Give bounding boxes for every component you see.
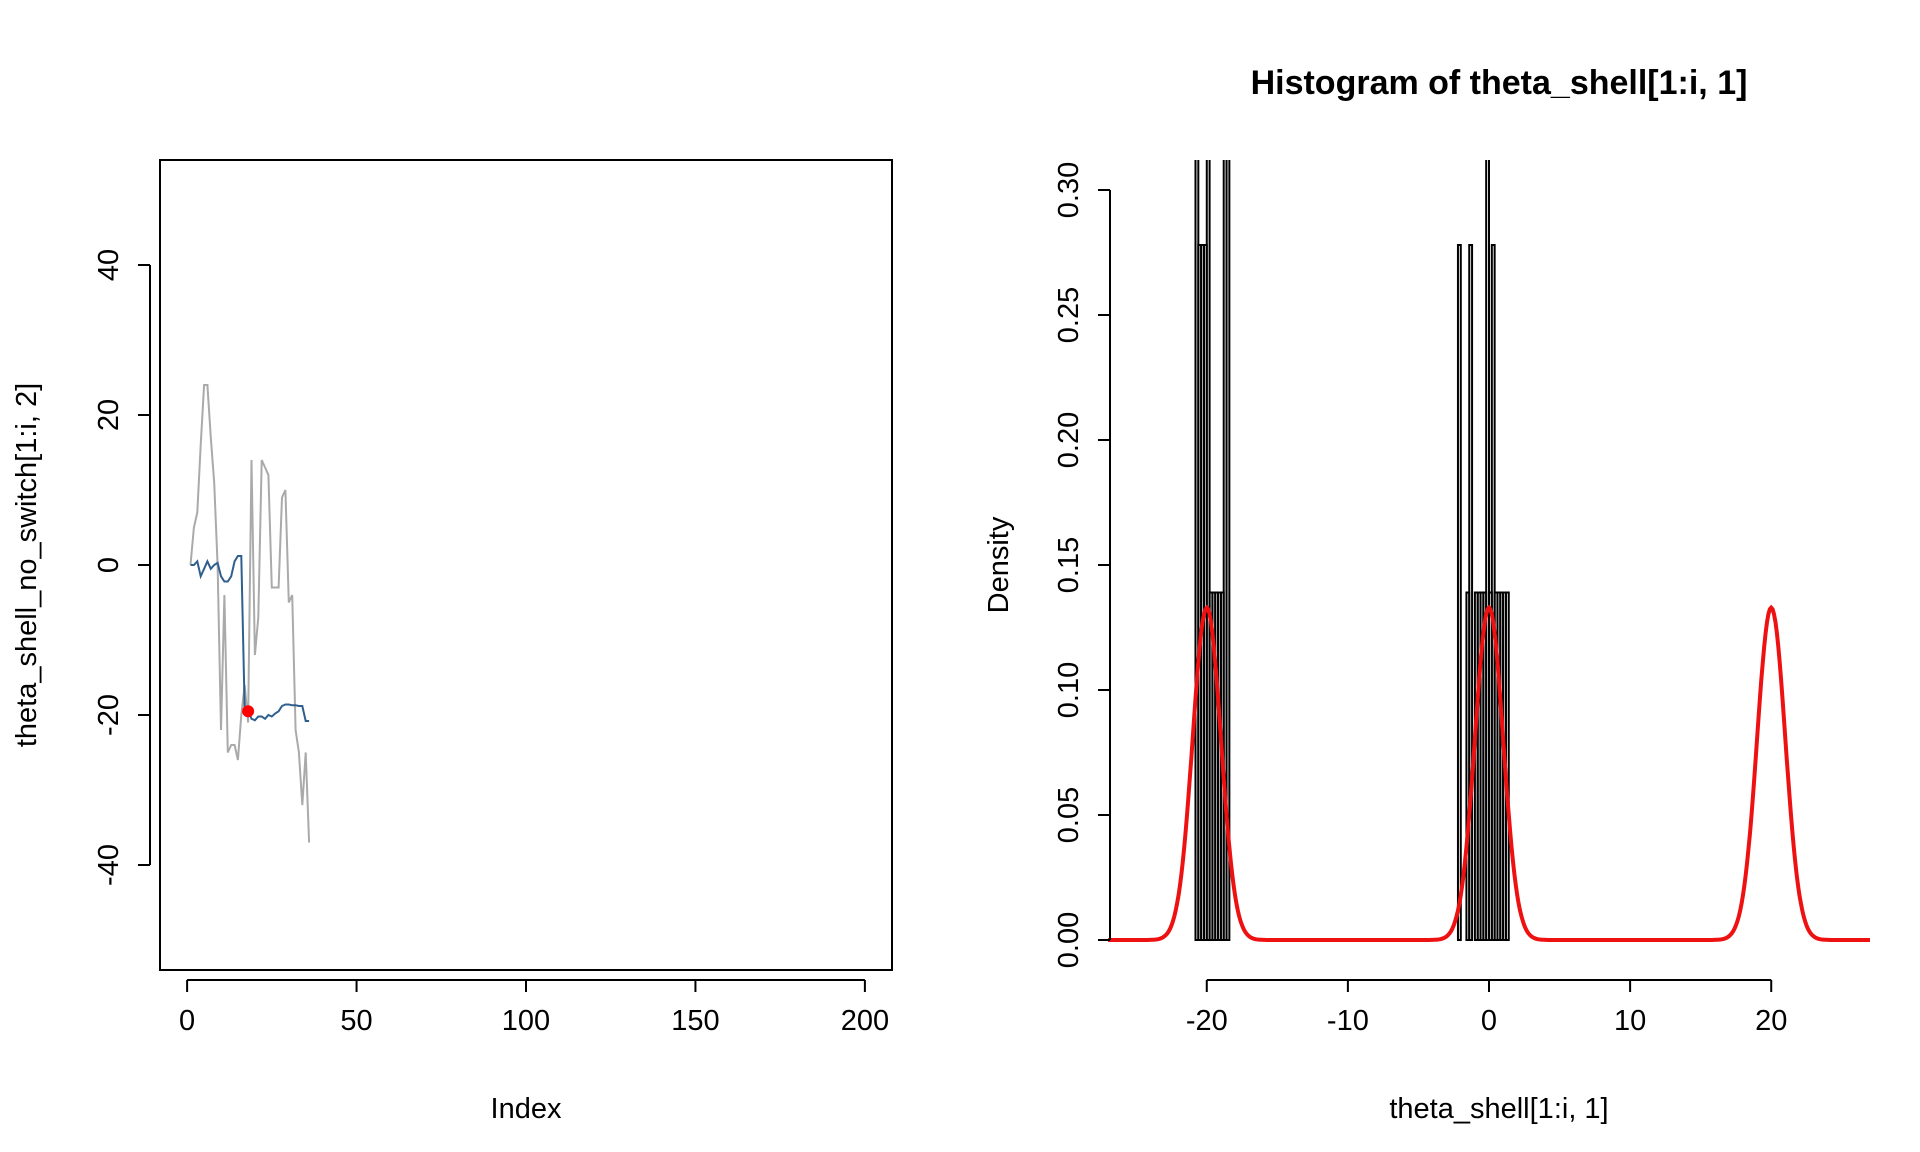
histogram-y-tick-label: 0.05 xyxy=(1053,787,1085,843)
histogram-title: Histogram of theta_shell[1:i, 1] xyxy=(1251,64,1748,102)
trace-y-tick-label: -40 xyxy=(93,844,125,886)
trace-x-tick-label: 50 xyxy=(340,1005,372,1037)
trace-x-axis-label: Index xyxy=(491,1093,562,1125)
trace-x-axis: 0 50 100 150 200 xyxy=(179,979,889,1037)
trace-series-0-line xyxy=(189,384,311,843)
histogram-bar xyxy=(1485,160,1490,941)
histogram-y-axis: 0.00 0.05 0.10 0.15 0.20 0.25 0.30 xyxy=(1053,162,1111,968)
histogram-bar xyxy=(1222,160,1228,941)
histogram-bar xyxy=(1194,160,1200,941)
trace-plot-area xyxy=(189,384,311,843)
histogram-plot-area xyxy=(1108,160,1870,942)
trace-y-axis: -40 -20 0 20 40 xyxy=(93,249,151,886)
trace-plot-panel: 0 50 100 150 200 -40 -20 0 20 40 Index theta_she… xyxy=(11,159,893,1125)
trace-x-tick-label: 150 xyxy=(671,1005,719,1037)
trace-x-tick-label: 200 xyxy=(841,1005,889,1037)
trace-y-tick-label: -20 xyxy=(93,694,125,736)
trace-x-tick-label: 0 xyxy=(179,1005,195,1037)
histogram-x-tick-label: 0 xyxy=(1481,1005,1497,1037)
histogram-y-tick-label: 0.15 xyxy=(1053,537,1085,593)
trace-y-tick-label: 40 xyxy=(93,249,125,281)
histogram-y-tick-label: 0.30 xyxy=(1053,162,1085,218)
histogram-x-axis: -20 -10 0 10 20 xyxy=(1186,979,1787,1037)
histogram-bar xyxy=(1468,244,1474,941)
histogram-y-tick-label: 0.10 xyxy=(1053,662,1085,718)
density-curve xyxy=(1108,604,1870,942)
histogram-y-tick-label: 0.00 xyxy=(1053,912,1085,968)
histogram-x-tick-label: 20 xyxy=(1755,1005,1787,1037)
histogram-bar xyxy=(1456,244,1462,941)
histogram-x-tick-label: -10 xyxy=(1327,1005,1369,1037)
histogram-y-tick-label: 0.25 xyxy=(1053,287,1085,343)
histogram-panel: Histogram of theta_shell[1:i, 1] -20 -10 0… xyxy=(983,64,1870,1125)
histogram-x-tick-label: -20 xyxy=(1186,1005,1228,1037)
histogram-bar xyxy=(1205,160,1211,941)
histogram-y-axis-label: Density xyxy=(983,516,1015,613)
trace-plot-box xyxy=(159,159,893,971)
trace-y-tick-label: 20 xyxy=(93,399,125,431)
trace-y-axis-label: theta_shell_no_switch[1:i, 2] xyxy=(11,383,43,747)
histogram-y-tick-label: 0.20 xyxy=(1053,412,1085,468)
trace-highlight-point xyxy=(242,705,255,718)
histogram-x-axis-label: theta_shell[1:i, 1] xyxy=(1389,1093,1608,1125)
histogram-x-tick-label: 10 xyxy=(1614,1005,1646,1037)
trace-x-tick-label: 100 xyxy=(502,1005,550,1037)
trace-y-tick-label: 0 xyxy=(93,557,125,573)
histogram-bar xyxy=(1225,160,1231,941)
